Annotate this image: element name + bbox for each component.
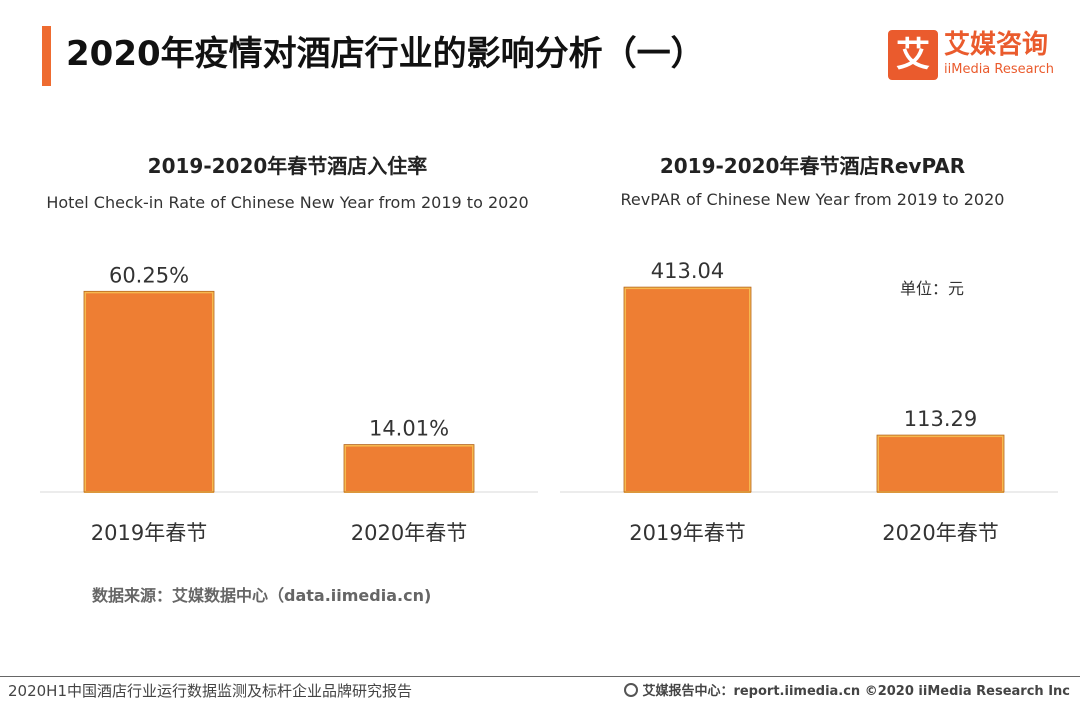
title-accent-bar bbox=[42, 26, 51, 86]
logo-english-name: iiMedia Research bbox=[944, 62, 1055, 77]
data-label-1: 60.25% bbox=[109, 263, 189, 287]
bar-1 bbox=[84, 291, 214, 493]
chart-2-title: 2019-2020年春节酒店RevPAR bbox=[659, 154, 966, 178]
category-label-2: 2020年春节 bbox=[882, 521, 998, 545]
category-label-1: 2019年春节 bbox=[91, 521, 207, 545]
globe-icon bbox=[624, 683, 639, 697]
chart-1-subtitle: Hotel Check-in Rate of Chinese New Year … bbox=[46, 193, 529, 212]
bar-1 bbox=[624, 287, 751, 493]
bar-outline-1 bbox=[83, 290, 215, 493]
footer-copyright: 艾媒报告中心：report.iimedia.cn ©2020 iiMedia R… bbox=[624, 680, 1070, 699]
footer-divider bbox=[0, 676, 1080, 677]
bar-2 bbox=[877, 435, 1004, 493]
bar-2 bbox=[344, 444, 474, 494]
bar-outline-1 bbox=[623, 286, 752, 493]
bar-outline-2 bbox=[343, 444, 475, 493]
data-source-note: 数据来源：艾媒数据中心（data.iimedia.cn) bbox=[92, 586, 432, 605]
bar-outline-2 bbox=[876, 434, 1005, 493]
iimedia-logo: 艾 艾媒咨询 iiMedia Research bbox=[888, 30, 1058, 82]
footer-copyright-text: 艾媒报告中心：report.iimedia.cn ©2020 iiMedia R… bbox=[642, 684, 1070, 699]
unit-label: 单位：元 bbox=[900, 279, 964, 298]
logo-chinese-name: 艾媒咨询 bbox=[944, 30, 1049, 60]
page-title: 2020年疫情对酒店行业的影响分析（一） bbox=[66, 34, 705, 74]
data-label-2: 14.01% bbox=[369, 417, 449, 441]
logo-mark-icon: 艾 bbox=[888, 30, 938, 80]
chart-2-subtitle: RevPAR of Chinese New Year from 2019 to … bbox=[620, 190, 1005, 209]
data-label-2: 113.29 bbox=[904, 407, 977, 431]
footer-report-title: 2020H1中国酒店行业运行数据监测及标杆企业品牌研究报告 bbox=[8, 682, 412, 700]
revpar-chart: 413.04 2019年春节 113.29 2020年春节 单位：元 bbox=[560, 259, 1058, 545]
checkin-rate-chart: 60.25% 2019年春节 14.01% 2020年春节 bbox=[40, 263, 538, 545]
category-label-2: 2020年春节 bbox=[351, 521, 467, 545]
chart-1-title: 2019-2020年春节酒店入住率 bbox=[147, 154, 428, 178]
category-label-1: 2019年春节 bbox=[629, 521, 745, 545]
data-label-1: 413.04 bbox=[651, 259, 724, 283]
